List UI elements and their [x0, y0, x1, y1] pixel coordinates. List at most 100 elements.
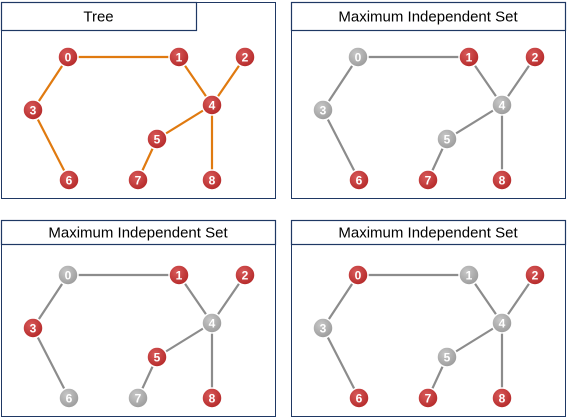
panel-border	[291, 220, 566, 417]
node-8-selected: 8	[201, 387, 223, 409]
panel-title-box	[0, 219, 277, 246]
node-circle	[146, 346, 168, 368]
node-8-selected: 8	[201, 169, 223, 191]
node-circle	[234, 264, 256, 286]
node-6-unselected: 6	[58, 387, 80, 409]
node-label: 2	[532, 50, 539, 64]
node-circle	[58, 169, 80, 191]
node-circle	[57, 46, 79, 68]
node-label: 2	[242, 50, 249, 64]
edge-4-5	[155, 321, 214, 359]
node-circle	[436, 346, 458, 368]
node-0-selected: 0	[57, 46, 79, 68]
node-circle	[168, 46, 190, 68]
node-5-unselected: 5	[436, 346, 458, 368]
node-5-selected: 5	[146, 346, 168, 368]
node-circle	[127, 387, 149, 409]
node-1-selected: 1	[168, 264, 190, 286]
node-circle	[201, 169, 223, 191]
node-circle	[458, 46, 480, 68]
panel-title-box	[290, 1, 567, 32]
node-6-selected: 6	[348, 169, 370, 191]
node-circle	[312, 317, 334, 339]
panel-title: Maximum Independent Set	[48, 225, 228, 242]
node-label: 5	[154, 132, 161, 146]
node-8-selected: 8	[491, 387, 513, 409]
node-7-selected: 7	[417, 169, 439, 191]
panel-border	[1, 2, 276, 199]
node-5-selected: 5	[146, 128, 168, 150]
node-label: 3	[320, 103, 327, 117]
node-circle	[127, 169, 149, 191]
node-label: 3	[320, 321, 327, 335]
panel-2: Maximum Independent Set 0 1 2 3 4 5 6 7 8	[290, 1, 567, 199]
node-label: 6	[356, 391, 363, 405]
node-label: 0	[355, 50, 362, 64]
node-circle	[436, 128, 458, 150]
node-circle	[524, 264, 546, 286]
node-circle	[491, 387, 513, 409]
node-2-selected: 2	[524, 46, 546, 68]
node-circle	[491, 169, 513, 191]
panel-border	[1, 220, 276, 417]
edge-3-6	[31, 108, 71, 182]
node-label: 2	[242, 268, 249, 282]
panel-title: Tree	[83, 9, 113, 26]
node-circle	[201, 387, 223, 409]
node-label: 4	[499, 98, 506, 112]
node-label: 1	[176, 268, 183, 282]
node-circle	[201, 312, 223, 334]
node-label: 0	[355, 268, 362, 282]
panel-title-box	[0, 1, 198, 32]
node-2-selected: 2	[234, 264, 256, 286]
node-label: 3	[30, 321, 37, 335]
node-0-selected: 0	[347, 264, 369, 286]
node-3-selected: 3	[22, 317, 44, 339]
node-4-selected: 4	[201, 94, 223, 116]
node-label: 7	[135, 391, 142, 405]
node-8-selected: 8	[491, 169, 513, 191]
node-2-selected: 2	[524, 264, 546, 286]
node-label: 7	[135, 173, 142, 187]
node-label: 6	[66, 391, 73, 405]
node-4-unselected: 4	[491, 312, 513, 334]
node-label: 4	[499, 316, 506, 330]
node-5-unselected: 5	[436, 128, 458, 150]
node-label: 0	[65, 50, 72, 64]
edge-3-6	[31, 326, 71, 400]
node-circle	[347, 264, 369, 286]
node-label: 7	[425, 391, 432, 405]
node-1-selected: 1	[458, 46, 480, 68]
node-label: 6	[66, 173, 73, 187]
node-circle	[417, 387, 439, 409]
node-label: 1	[176, 50, 183, 64]
node-7-unselected: 7	[127, 387, 149, 409]
node-label: 5	[444, 350, 451, 364]
node-0-unselected: 0	[57, 264, 79, 286]
node-3-unselected: 3	[312, 317, 334, 339]
node-4-unselected: 4	[201, 312, 223, 334]
node-circle	[348, 169, 370, 191]
edge-3-6	[321, 108, 361, 182]
edge-4-5	[445, 103, 504, 141]
node-0-unselected: 0	[347, 46, 369, 68]
node-label: 6	[356, 173, 363, 187]
node-circle	[458, 264, 480, 286]
node-circle	[491, 94, 513, 116]
node-circle	[146, 128, 168, 150]
panel-1: Tree 0 1 2 3 4 5 6 7 8	[0, 1, 276, 199]
node-circle	[347, 46, 369, 68]
node-label: 8	[209, 173, 216, 187]
node-label: 8	[499, 173, 506, 187]
node-circle	[417, 169, 439, 191]
node-label: 4	[209, 98, 216, 112]
edge-4-5	[155, 103, 214, 141]
node-label: 8	[499, 391, 506, 405]
panel-4: Maximum Independent Set 0 1 2 3 4 5 6 7 8	[290, 219, 567, 417]
panel-title-box	[290, 219, 567, 246]
node-circle	[22, 99, 44, 121]
node-circle	[491, 312, 513, 334]
node-6-selected: 6	[58, 169, 80, 191]
node-label: 5	[444, 132, 451, 146]
